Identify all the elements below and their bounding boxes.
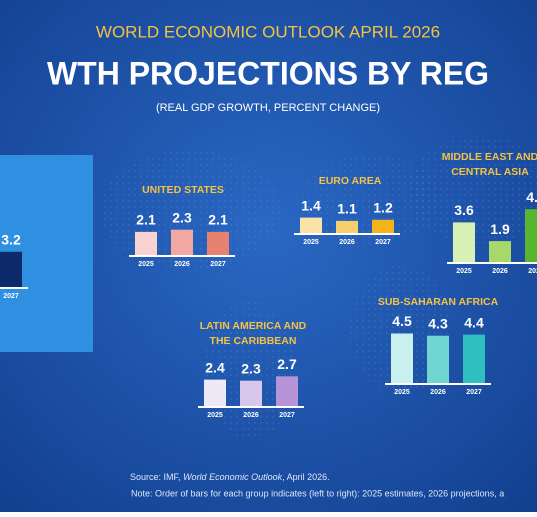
x-tick-label: 2027 — [528, 268, 537, 275]
chart-title: THE CARIBBEAN — [210, 335, 297, 347]
bar — [391, 333, 413, 383]
x-tick-label: 2025 — [207, 412, 223, 419]
bar — [463, 334, 485, 383]
subtitle: (REAL GDP GROWTH, PERCENT CHANGE) — [156, 102, 380, 114]
x-tick-label: 2026 — [430, 389, 446, 396]
bar — [427, 335, 449, 383]
chart-title: UNITED STATES — [142, 184, 224, 196]
source-label: Source: — [130, 472, 161, 482]
source: Source: IMF, World Economic Outlook, Apr… — [130, 472, 330, 482]
baseline — [294, 233, 400, 235]
source-suffix: , April 2026. — [282, 472, 330, 482]
x-tick-label: 2026 — [174, 261, 190, 268]
supertitle: WORLD ECONOMIC OUTLOOK APRIL 2026 — [96, 22, 440, 41]
x-tick-label: 2025 — [138, 261, 154, 268]
value-label: 2.3 — [241, 360, 261, 376]
x-tick-label: 2027 — [375, 239, 391, 246]
chart-title: MIDDLE EAST AND — [442, 151, 537, 163]
x-tick-label: 2027 — [210, 261, 226, 268]
x-tick-label: 2025 — [303, 239, 319, 246]
value-label: 4.5 — [392, 313, 412, 329]
bar — [0, 251, 22, 287]
value-label: 4.3 — [428, 315, 448, 331]
value-label: 1.4 — [301, 197, 321, 213]
value-label: 4.8 — [526, 189, 537, 205]
value-label: 3.6 — [454, 202, 474, 218]
chart-title: EURO AREA — [319, 175, 382, 187]
value-label: 1.2 — [373, 200, 393, 216]
bar — [240, 380, 262, 406]
bar — [453, 222, 475, 262]
chart-title: SUB-SAHARAN AFRICA — [378, 296, 499, 308]
x-tick-label: 2027 — [279, 412, 295, 419]
bar — [171, 229, 193, 255]
baseline — [129, 255, 235, 257]
bar — [525, 209, 537, 262]
baseline — [447, 262, 537, 264]
bar — [276, 376, 298, 406]
chart-title: LATIN AMERICA AND — [200, 320, 307, 332]
x-tick-label: 2027 — [466, 389, 482, 396]
value-label: 2.7 — [277, 356, 297, 372]
bar — [135, 231, 157, 255]
value-label: 3.2 — [1, 232, 21, 248]
x-tick-label: 2026 — [492, 268, 508, 275]
value-label: 1.9 — [490, 221, 510, 237]
bar — [372, 219, 394, 233]
value-label: 2.4 — [205, 359, 225, 375]
bar — [204, 379, 226, 406]
value-label: 1.1 — [337, 201, 357, 217]
value-label: 2.1 — [136, 212, 156, 228]
x-tick-label: 2026 — [339, 239, 355, 246]
title: WTH PROJECTIONS BY REG — [47, 55, 489, 91]
value-label: 2.3 — [172, 209, 192, 225]
baseline — [0, 287, 28, 289]
x-tick-label: 2025 — [394, 389, 410, 396]
source-prefix: IMF, — [164, 472, 181, 482]
x-tick-label: 2027 — [3, 293, 19, 300]
x-tick-label: 2025 — [456, 268, 472, 275]
bar — [489, 241, 511, 262]
value-label: 4.4 — [464, 314, 484, 330]
value-label: 2.1 — [208, 212, 228, 228]
bar — [336, 220, 358, 233]
bar — [207, 231, 229, 255]
chart-title: CENTRAL ASIA — [451, 166, 529, 178]
source-title: World Economic Outlook — [183, 472, 283, 482]
x-tick-label: 2026 — [243, 412, 259, 419]
note: Note: Order of bars for each group indic… — [131, 488, 504, 498]
baseline — [198, 406, 304, 408]
bar — [300, 217, 322, 233]
baseline — [385, 383, 491, 385]
